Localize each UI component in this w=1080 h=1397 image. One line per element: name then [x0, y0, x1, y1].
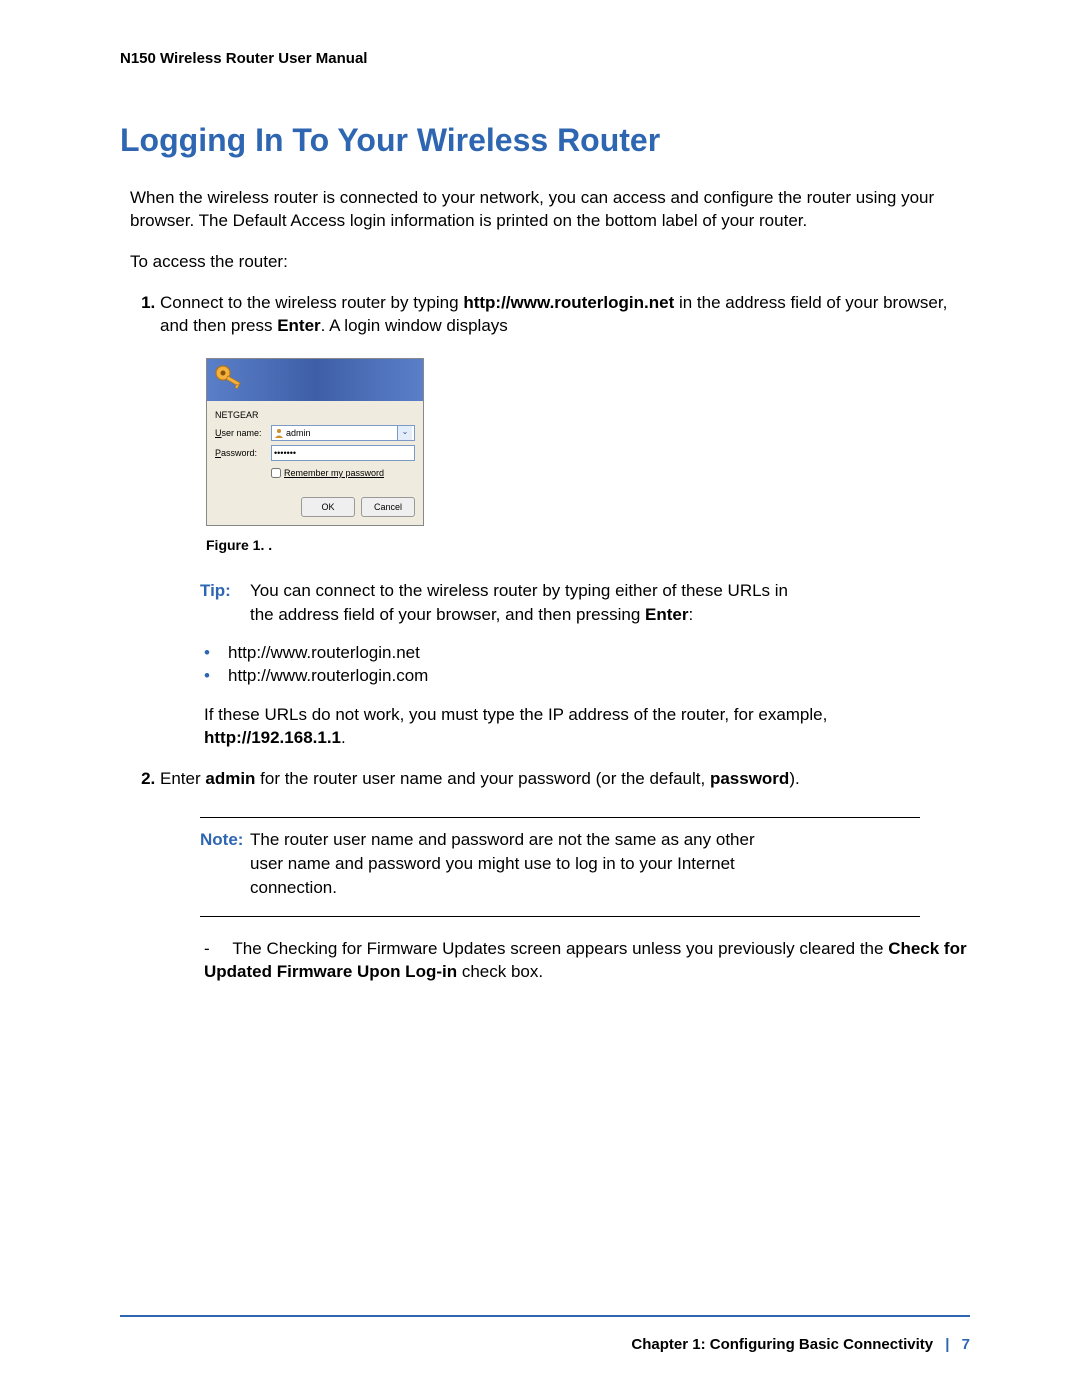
url-item-1: http://www.routerlogin.net	[204, 642, 970, 665]
step-1-text-a: Connect to the wireless router by typing	[160, 293, 463, 312]
user-icon	[274, 428, 284, 438]
note-block: Note: The router user name and password …	[200, 828, 970, 899]
step-2-b: for the router user name and your passwo…	[255, 769, 710, 788]
note-line-1: The router user name and password are no…	[250, 830, 755, 849]
dash-item-1: The Checking for Firmware Updates screen…	[204, 937, 970, 985]
username-row: User name: admin ⌄	[215, 425, 415, 441]
tip-colon: :	[688, 605, 693, 624]
step-1-url: http://www.routerlogin.net	[463, 293, 674, 312]
username-value: admin	[286, 427, 311, 439]
url-bullet-list: http://www.routerlogin.net http://www.ro…	[160, 642, 970, 688]
username-input[interactable]: admin ⌄	[271, 425, 415, 441]
footer-text: Chapter 1: Configuring Basic Connectivit…	[631, 1336, 970, 1353]
step-2: Enter admin for the router user name and…	[160, 768, 970, 984]
after-urls-dot: .	[341, 728, 346, 747]
note-line-2: user name and password you might use to …	[250, 854, 735, 873]
after-urls-text: If these URLs do not work, you must type…	[204, 705, 827, 724]
password-input[interactable]: •••••••	[271, 445, 415, 461]
dialog-body: NETGEAR User name: admin ⌄ Password: •••…	[207, 401, 423, 525]
note-block-wrap: Note: The router user name and password …	[160, 817, 970, 916]
step-2-c: ).	[789, 769, 799, 788]
note-rule-top	[200, 817, 920, 818]
dash-list: The Checking for Firmware Updates screen…	[160, 937, 970, 985]
password-row: Password: •••••••	[215, 445, 415, 461]
footer-rule	[120, 1315, 970, 1317]
document-header: N150 Wireless Router User Manual	[120, 50, 970, 67]
tip-label: Tip:	[200, 581, 231, 600]
after-urls-ip: http://192.168.1.1	[204, 728, 341, 747]
tip-line-2: the address field of your browser, and t…	[250, 605, 645, 624]
url-item-2: http://www.routerlogin.com	[204, 665, 970, 688]
dash-text-a: The Checking for Firmware Updates screen…	[232, 939, 888, 958]
section-heading: Logging In To Your Wireless Router	[120, 122, 970, 159]
remember-checkbox[interactable]	[271, 468, 281, 478]
keys-icon	[211, 361, 247, 397]
step-1: Connect to the wireless router by typing…	[160, 292, 970, 750]
step-2-pw: password	[710, 769, 789, 788]
step-1-text-c: . A login window displays	[321, 316, 508, 335]
after-urls-paragraph: If these URLs do not work, you must type…	[204, 704, 970, 750]
figure-caption: Figure 1. .	[206, 536, 970, 555]
manual-page: N150 Wireless Router User Manual Logging…	[0, 0, 1080, 1397]
footer-separator: |	[937, 1336, 957, 1353]
intro-paragraph-1: When the wireless router is connected to…	[120, 187, 970, 233]
tip-enter: Enter	[645, 605, 688, 624]
footer-page-number: 7	[962, 1336, 970, 1353]
footer-chapter: Chapter 1: Configuring Basic Connectivit…	[631, 1336, 933, 1353]
intro-paragraph-2: To access the router:	[120, 251, 970, 274]
remember-row: Remember my password	[271, 467, 415, 479]
dialog-realm: NETGEAR	[215, 409, 415, 421]
step-1-enter: Enter	[277, 316, 320, 335]
tip-block: Tip: You can connect to the wireless rou…	[200, 579, 970, 627]
password-label: Password:	[215, 447, 265, 459]
dash-text-c: check box.	[457, 962, 543, 981]
note-rule-bottom	[200, 916, 920, 917]
step-2-admin: admin	[205, 769, 255, 788]
username-label: User name:	[215, 427, 265, 439]
remember-label: Remember my password	[284, 467, 384, 479]
dialog-buttons: OK Cancel	[215, 497, 415, 517]
step-list: Connect to the wireless router by typing…	[120, 292, 970, 984]
step-2-a: Enter	[160, 769, 205, 788]
cancel-button[interactable]: Cancel	[361, 497, 415, 517]
dialog-banner	[207, 359, 423, 401]
tip-line-1: You can connect to the wireless router b…	[250, 581, 788, 600]
login-dialog-figure: NETGEAR User name: admin ⌄ Password: •••…	[206, 358, 424, 526]
note-label: Note:	[200, 830, 243, 849]
dropdown-button[interactable]: ⌄	[397, 426, 412, 440]
note-line-3: connection.	[250, 878, 337, 897]
ok-button[interactable]: OK	[301, 497, 355, 517]
password-value: •••••••	[274, 447, 296, 459]
